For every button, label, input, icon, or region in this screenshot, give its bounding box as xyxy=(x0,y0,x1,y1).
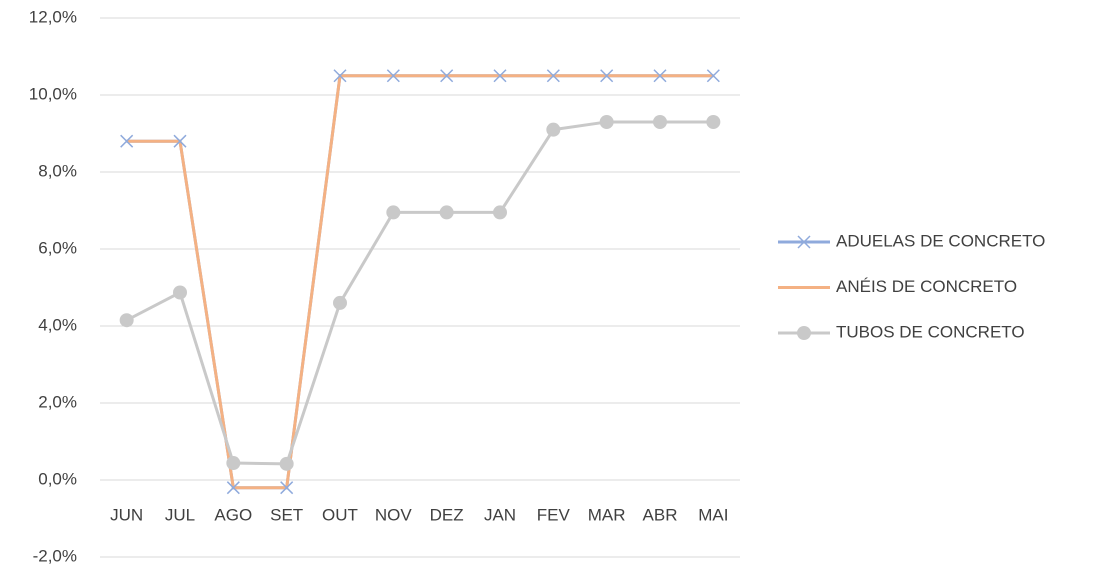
marker xyxy=(386,205,401,220)
series-line xyxy=(126,74,714,490)
x-tick-label: DEZ xyxy=(430,505,464,524)
marker xyxy=(119,313,134,328)
x-tick-label: JUL xyxy=(165,505,195,524)
marker xyxy=(173,134,187,148)
marker xyxy=(706,114,721,129)
marker xyxy=(653,69,667,83)
marker xyxy=(600,69,614,83)
marker xyxy=(279,456,294,471)
legend-label: ANÉIS DE CONCRETO xyxy=(836,277,1017,296)
y-tick-label: -2,0% xyxy=(33,546,77,565)
x-tick-label: MAR xyxy=(588,505,626,524)
x-tick-label: ABR xyxy=(643,505,678,524)
x-tick-label: OUT xyxy=(322,505,358,524)
legend-marker xyxy=(797,326,811,340)
marker xyxy=(280,481,294,495)
x-tick-label: NOV xyxy=(375,505,413,524)
y-tick-label: 6,0% xyxy=(38,238,77,257)
marker xyxy=(386,69,400,83)
marker xyxy=(173,285,187,300)
legend-label: ADUELAS DE CONCRETO xyxy=(836,231,1045,250)
marker xyxy=(599,114,614,129)
marker xyxy=(333,69,347,83)
marker xyxy=(493,69,507,83)
x-tick-label: AGO xyxy=(214,505,252,524)
marker xyxy=(226,481,240,495)
x-tick-label: JAN xyxy=(484,505,516,524)
marker xyxy=(333,295,347,310)
x-tick-label: JUN xyxy=(110,505,143,524)
marker xyxy=(706,69,720,83)
y-tick-label: 4,0% xyxy=(38,315,77,334)
marker xyxy=(653,114,667,129)
marker xyxy=(546,122,561,137)
x-tick-label: SET xyxy=(270,505,303,524)
marker xyxy=(546,69,560,83)
marker xyxy=(120,134,134,148)
y-tick-label: 8,0% xyxy=(38,161,77,180)
legend-label: TUBOS DE CONCRETO xyxy=(836,322,1025,341)
y-tick-label: 0,0% xyxy=(38,469,77,488)
y-tick-label: 12,0% xyxy=(29,7,77,26)
x-tick-label: MAI xyxy=(698,505,728,524)
series-line xyxy=(126,74,714,490)
marker xyxy=(440,69,454,83)
marker xyxy=(493,205,507,220)
x-tick-label: FEV xyxy=(537,505,571,524)
series-line xyxy=(125,120,714,466)
marker xyxy=(226,456,241,471)
marker xyxy=(439,205,454,220)
legend-marker xyxy=(797,235,811,249)
y-tick-label: 10,0% xyxy=(29,84,77,103)
y-tick-label: 2,0% xyxy=(38,392,77,411)
